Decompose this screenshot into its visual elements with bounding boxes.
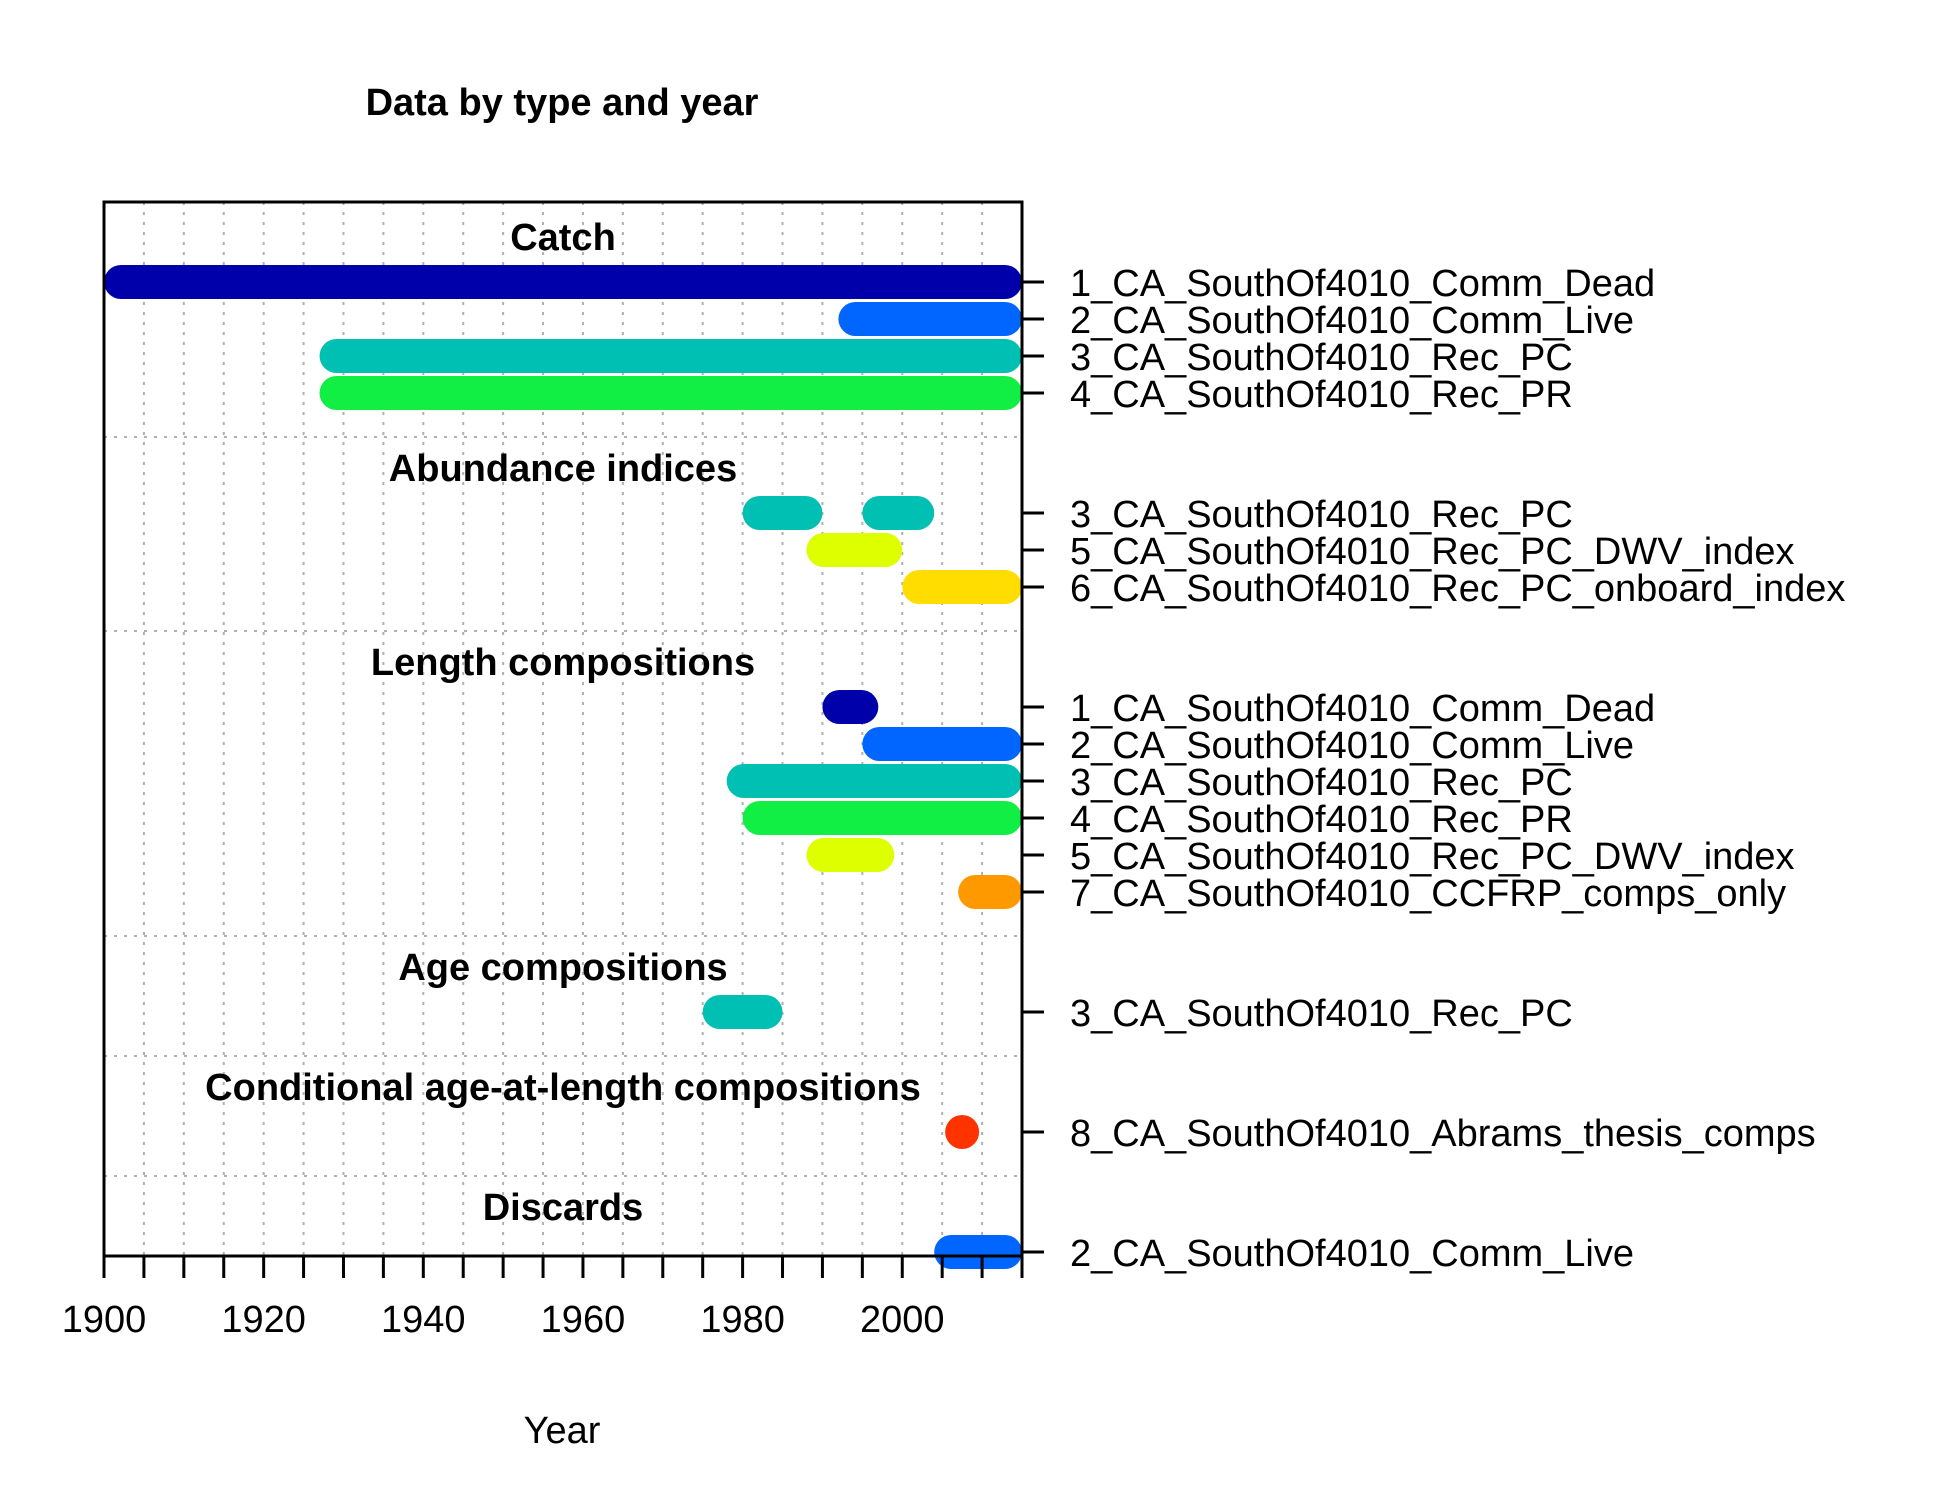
data-bar [958, 875, 1022, 909]
fleet-label: 2_CA_SouthOf4010_Comm_Live [1070, 725, 1634, 767]
fleet-label: 8_CA_SouthOf4010_Abrams_thesis_comps [1070, 1113, 1816, 1155]
data-bar [726, 764, 1022, 798]
chart-title: Data by type and year [366, 82, 759, 124]
x-tick-label: 1980 [700, 1299, 785, 1341]
data-bar [806, 838, 895, 872]
grid-lines [104, 202, 1022, 1256]
data-bar [862, 727, 1022, 761]
section-label: Age compositions [398, 947, 727, 989]
fleet-label: 3_CA_SouthOf4010_Rec_PC [1070, 337, 1573, 379]
data-bar [945, 1115, 980, 1149]
x-tick-label: 1900 [62, 1299, 147, 1341]
section-label: Length compositions [371, 642, 755, 684]
fleet-label: 6_CA_SouthOf4010_Rec_PC_onboard_index [1070, 568, 1845, 610]
fleet-label: 1_CA_SouthOf4010_Comm_Dead [1070, 688, 1655, 730]
fleet-label: 2_CA_SouthOf4010_Comm_Live [1070, 300, 1634, 342]
section-label: Abundance indices [389, 448, 737, 490]
section-labels: Catch Abundance indices Length composition… [205, 217, 921, 1229]
data-bar [934, 1235, 1022, 1269]
section-label: Discards [483, 1187, 644, 1229]
plot-frame [102, 200, 1024, 1258]
data-bar [104, 265, 1022, 299]
fleet-label: 4_CA_SouthOf4010_Rec_PR [1070, 374, 1573, 416]
data-bar [806, 533, 903, 567]
fleet-label: 1_CA_SouthOf4010_Comm_Dead [1070, 263, 1655, 305]
data-bar [822, 690, 879, 724]
fleet-label: 5_CA_SouthOf4010_Rec_PC_DWV_index [1070, 531, 1795, 573]
x-tick-label: 1960 [541, 1299, 626, 1341]
fleet-label: 3_CA_SouthOf4010_Rec_PC [1070, 494, 1573, 536]
section-label: Catch [510, 217, 616, 259]
data-bar [742, 496, 823, 530]
data-bar [902, 570, 1022, 604]
fleet-axis: 1_CA_SouthOf4010_Comm_Dead2_CA_SouthOf40… [1022, 263, 1845, 1275]
fleet-label: 3_CA_SouthOf4010_Rec_PC [1070, 993, 1573, 1035]
data-bar [319, 376, 1023, 410]
data-bar [702, 995, 783, 1029]
section-label: Conditional age-at-length compositions [205, 1067, 921, 1109]
data-bar [862, 496, 935, 530]
x-tick-label: 1940 [381, 1299, 466, 1341]
x-axis-label: Year [524, 1410, 601, 1452]
data-bars [104, 265, 1023, 1269]
data-bar [838, 302, 1022, 336]
x-tick-label: 1920 [221, 1299, 306, 1341]
x-axis: 1900 1920 1940 1960 1980 2000 [62, 1256, 1024, 1341]
data-bar [319, 339, 1023, 373]
fleet-label: 2_CA_SouthOf4010_Comm_Live [1070, 1233, 1634, 1275]
fleet-label: 4_CA_SouthOf4010_Rec_PR [1070, 799, 1573, 841]
fleet-label: 3_CA_SouthOf4010_Rec_PC [1070, 762, 1573, 804]
x-tick-label: 2000 [860, 1299, 945, 1341]
fleet-label: 7_CA_SouthOf4010_CCFRP_comps_only [1070, 873, 1786, 915]
fleet-label: 5_CA_SouthOf4010_Rec_PC_DWV_index [1070, 836, 1795, 878]
data-bar [742, 801, 1022, 835]
